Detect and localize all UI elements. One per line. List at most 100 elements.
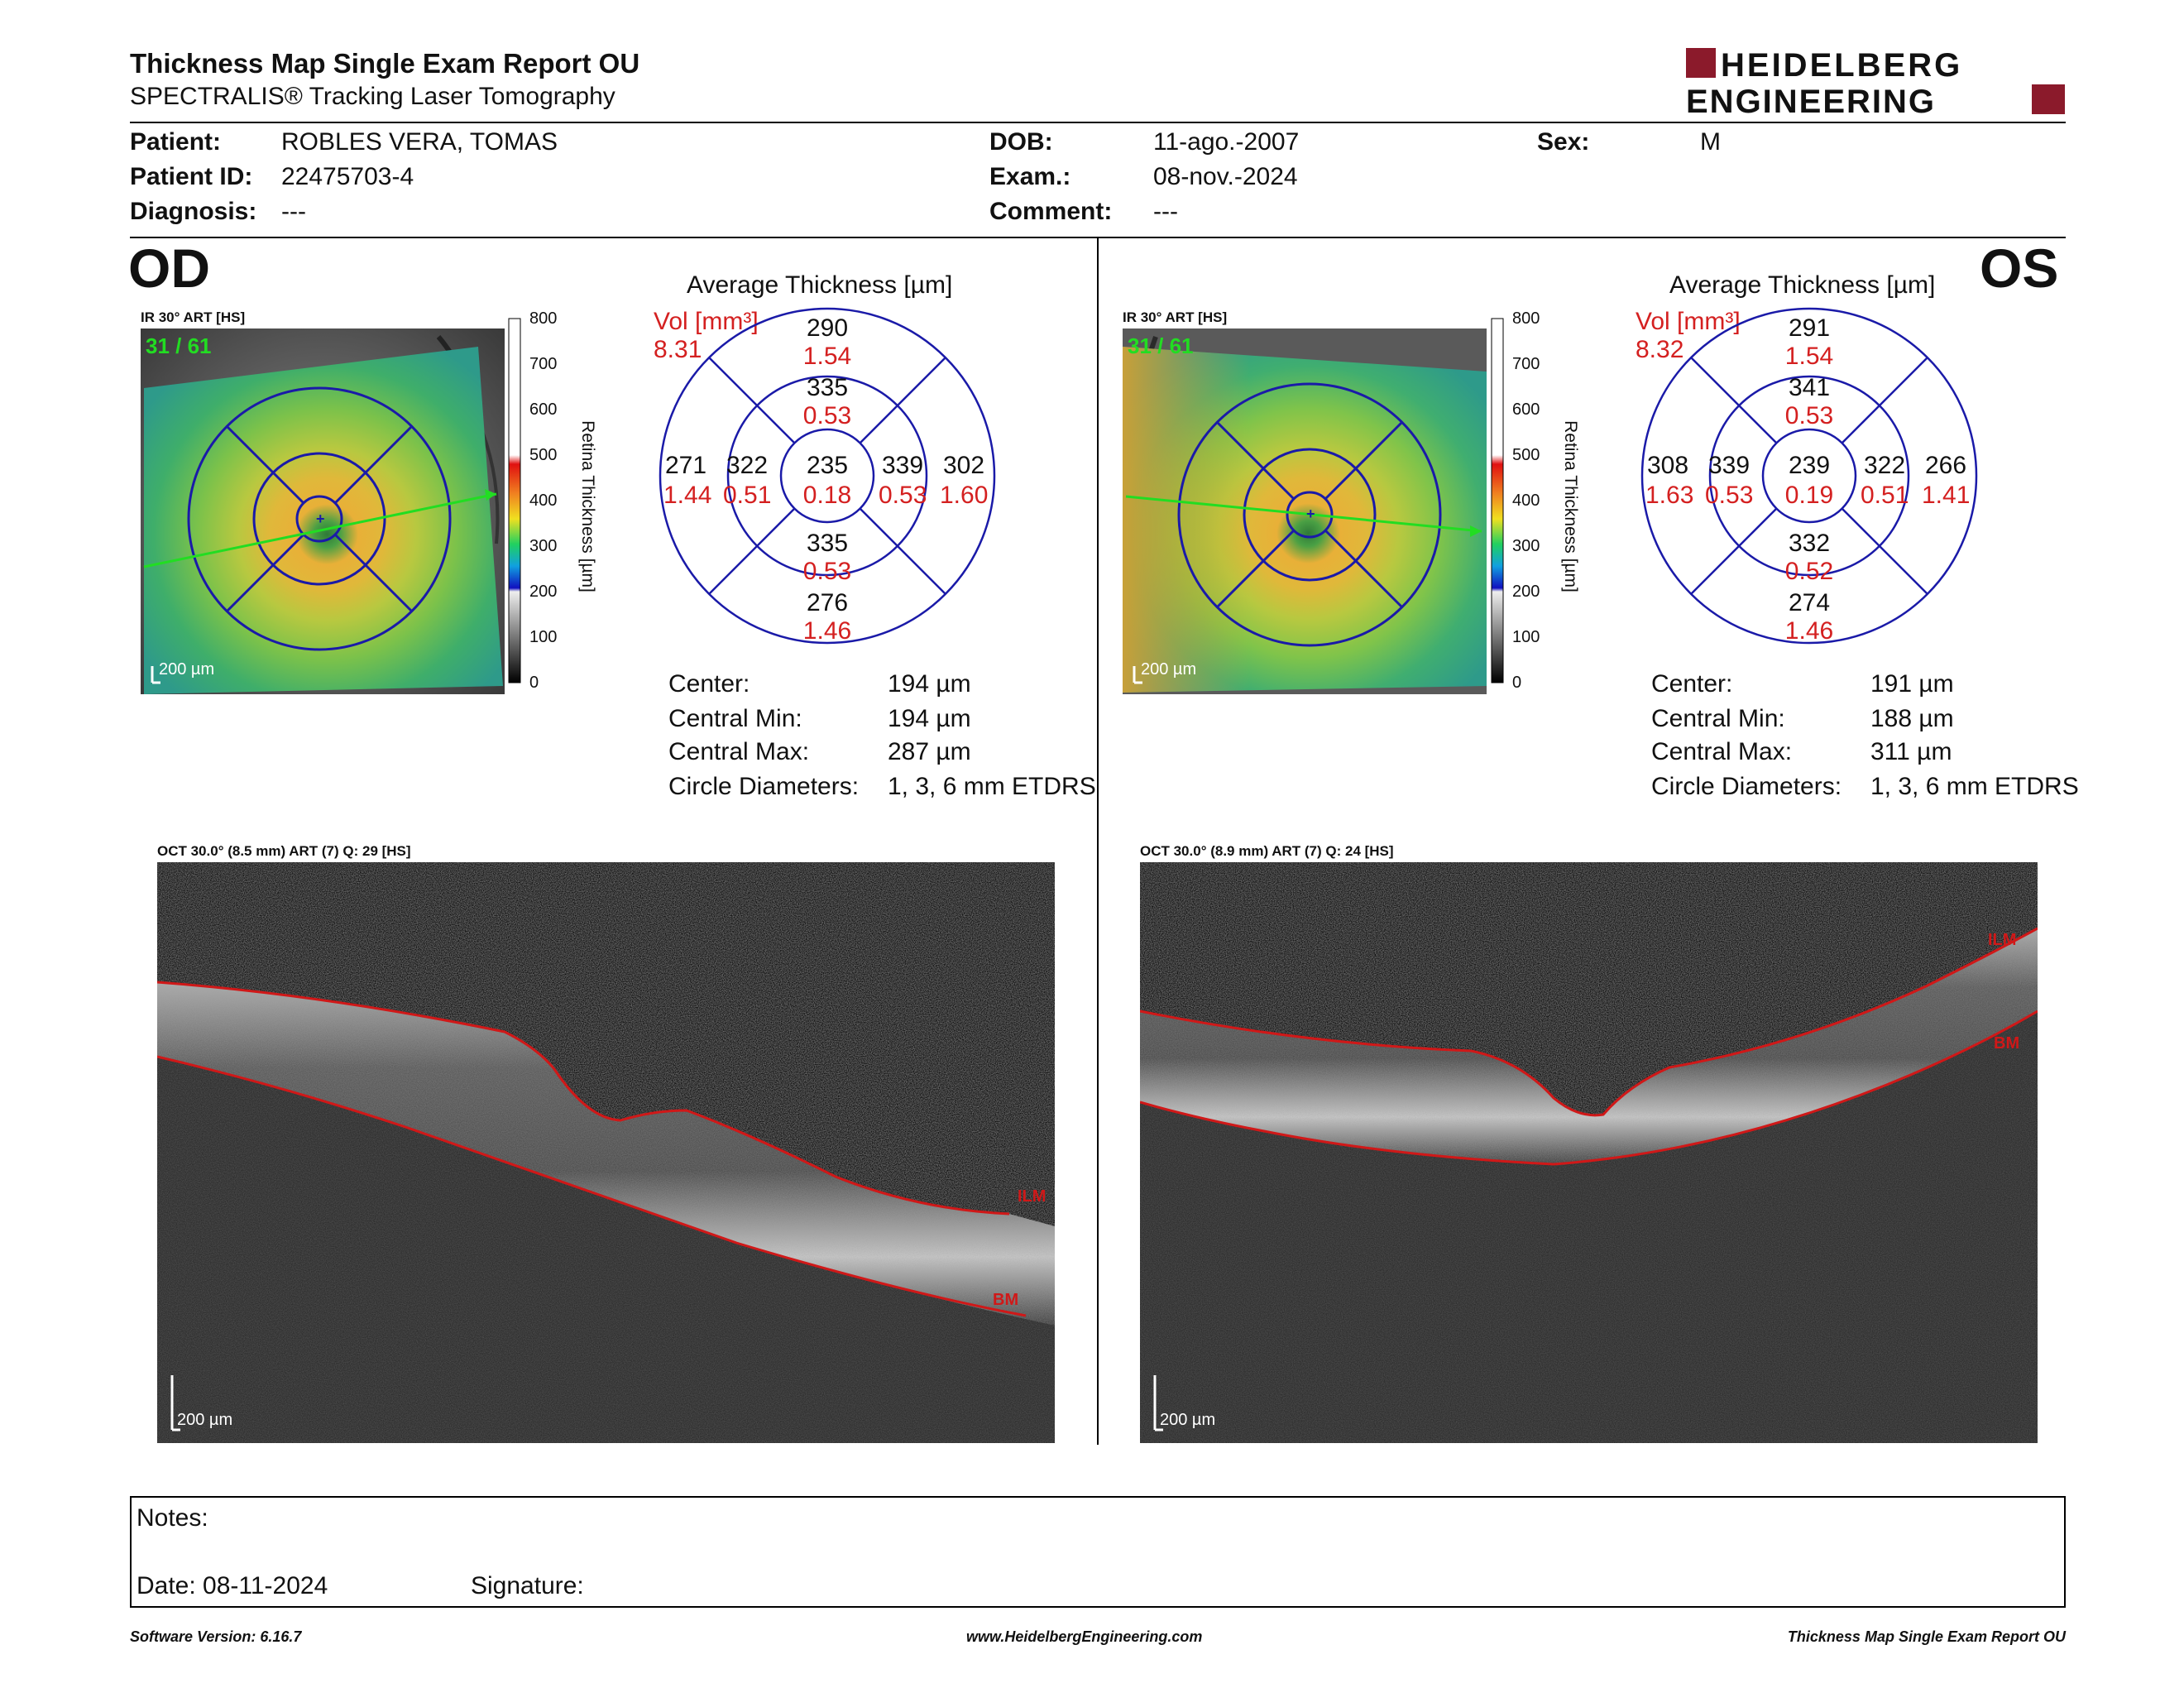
os-oct-scan: ILM BM 200 µm <box>1139 862 2038 1443</box>
od-scale-label: 200 µm <box>159 660 214 679</box>
dob-value: 11-ago.-2007 <box>1153 128 1300 156</box>
os-outer-nasal: 266 <box>1925 452 1967 479</box>
od-frame-counter: 31 / 61 <box>146 333 212 358</box>
od-tick-500: 500 <box>529 446 558 464</box>
footer-website: www.HeidelbergEngineering.com <box>966 1628 1203 1645</box>
exam-value: 08-nov.-2024 <box>1153 163 1298 190</box>
od-min-value: 194 µm <box>888 705 971 732</box>
od-inner-sup-vol: 0.53 <box>802 402 852 429</box>
os-vol-total: 8.32 <box>1636 336 1684 363</box>
os-ir-label: IR 30° ART [HS] <box>1123 309 1228 325</box>
os-oct-scale: 200 µm <box>1160 1411 1215 1429</box>
od-inner-temp-vol: 0.51 <box>723 482 772 509</box>
os-diam-label: Circle Diameters: <box>1651 773 1842 800</box>
eye-label-od: OD <box>128 237 210 299</box>
os-inner-temp: 339 <box>1708 452 1751 479</box>
comment-value: --- <box>1153 198 1178 225</box>
os-inner-sup: 341 <box>1788 374 1831 401</box>
os-inner-nasal-vol: 0.51 <box>1861 482 1909 509</box>
od-oct-label: OCT 30.0° (8.5 mm) ART (7) Q: 29 [HS] <box>157 843 411 859</box>
sex-value: M <box>1700 128 1721 156</box>
od-center-label: Center: <box>668 670 750 698</box>
os-thickness-map: + 31 / 61 200 µm <box>1120 328 1487 694</box>
eye-label-os: OS <box>1980 237 2059 299</box>
od-inner-nasal-vol: 0.53 <box>879 482 927 509</box>
od-avg-title: Average Thickness [µm] <box>687 271 953 299</box>
sex-label: Sex: <box>1537 128 1590 156</box>
os-center-vol: 0.19 <box>1784 482 1834 509</box>
os-outer-sup: 291 <box>1788 314 1831 342</box>
od-inner-nasal: 339 <box>882 452 924 479</box>
od-vol-label: Vol [mm³] <box>654 308 759 335</box>
os-outer-temp: 308 <box>1647 452 1689 479</box>
os-vol-label: Vol [mm³] <box>1636 308 1741 335</box>
od-center: 235 <box>806 452 849 479</box>
logo-text-top: HEIDELBERG <box>1721 47 1962 84</box>
os-etdrs-grid <box>1640 306 1979 645</box>
od-inner-inf: 335 <box>806 530 849 557</box>
notes-box[interactable]: Notes: Date: 08-11-2024 Signature: <box>130 1496 2066 1608</box>
comment-label: Comment: <box>989 198 1113 225</box>
od-tick-0: 0 <box>529 674 539 692</box>
os-oct-label: OCT 30.0° (8.9 mm) ART (7) Q: 24 [HS] <box>1140 843 1394 859</box>
os-inner-inf: 332 <box>1788 530 1831 557</box>
signature-label: Signature: <box>471 1572 584 1599</box>
os-outer-inf: 274 <box>1788 589 1831 616</box>
os-outer-temp-vol: 1.63 <box>1645 482 1694 509</box>
header-divider <box>130 122 2066 123</box>
od-tick-100: 100 <box>529 628 558 646</box>
od-colorbar-title: Retina Thickness [µm] <box>578 420 597 592</box>
os-center: 239 <box>1788 452 1831 479</box>
od-max-label: Central Max: <box>668 738 810 765</box>
od-colorbar <box>508 318 524 683</box>
os-inner-nasal: 322 <box>1864 452 1906 479</box>
od-diam-value: 1, 3, 6 mm ETDRS <box>888 773 1096 800</box>
os-diam-value: 1, 3, 6 mm ETDRS <box>1870 773 2079 800</box>
od-outer-inf: 276 <box>806 589 849 616</box>
os-tick-600: 600 <box>1512 400 1540 419</box>
od-max-value: 287 µm <box>888 738 971 765</box>
heidelberg-logo: HEIDELBERG ENGINEERING <box>1686 46 2067 120</box>
os-outer-inf-vol: 1.46 <box>1784 617 1834 645</box>
exam-label: Exam.: <box>989 163 1071 190</box>
patient-label: Patient: <box>130 128 222 156</box>
os-scale-label: 200 µm <box>1141 660 1196 679</box>
os-tick-200: 200 <box>1512 583 1540 601</box>
os-tick-300: 300 <box>1512 537 1540 555</box>
diagnosis-value: --- <box>281 198 306 225</box>
od-outer-temp: 271 <box>665 452 707 479</box>
os-outer-nasal-vol: 1.41 <box>1922 482 1971 509</box>
dob-label: DOB: <box>989 128 1053 156</box>
od-tick-200: 200 <box>529 583 558 601</box>
od-thickness-map: + 31 / 61 200 µm <box>141 328 505 694</box>
svg-text:+: + <box>1306 506 1315 522</box>
patient-divider <box>130 237 2066 238</box>
od-tick-700: 700 <box>529 355 558 373</box>
logo-text-bottom: ENGINEERING <box>1686 84 1936 117</box>
od-bm-label: BM <box>993 1291 1018 1309</box>
od-ir-label: IR 30° ART [HS] <box>141 309 246 325</box>
od-center-value: 194 µm <box>888 670 971 698</box>
os-inner-inf-vol: 0.52 <box>1784 558 1834 585</box>
patient-name: ROBLES VERA, TOMAS <box>281 128 558 156</box>
os-frame-counter: 31 / 61 <box>1128 333 1194 358</box>
od-etdrs-grid <box>658 306 997 645</box>
os-min-label: Central Min: <box>1651 705 1785 732</box>
od-center-vol: 0.18 <box>802 482 852 509</box>
os-tick-500: 500 <box>1512 446 1540 464</box>
patient-id-label: Patient ID: <box>130 163 253 190</box>
od-outer-inf-vol: 1.46 <box>802 617 852 645</box>
footer-software: Software Version: 6.16.7 <box>130 1628 302 1645</box>
od-min-label: Central Min: <box>668 705 802 732</box>
os-inner-sup-vol: 0.53 <box>1784 402 1834 429</box>
od-oct-scale: 200 µm <box>177 1411 232 1429</box>
svg-text:+: + <box>316 511 325 527</box>
diagnosis-label: Diagnosis: <box>130 198 257 225</box>
os-ilm-label: ILM <box>1988 931 2016 949</box>
od-outer-sup-vol: 1.54 <box>802 343 852 370</box>
os-tick-700: 700 <box>1512 355 1540 373</box>
os-tick-100: 100 <box>1512 628 1540 646</box>
od-outer-nasal: 302 <box>943 452 985 479</box>
os-max-value: 311 µm <box>1870 738 1952 765</box>
od-tick-300: 300 <box>529 537 558 555</box>
